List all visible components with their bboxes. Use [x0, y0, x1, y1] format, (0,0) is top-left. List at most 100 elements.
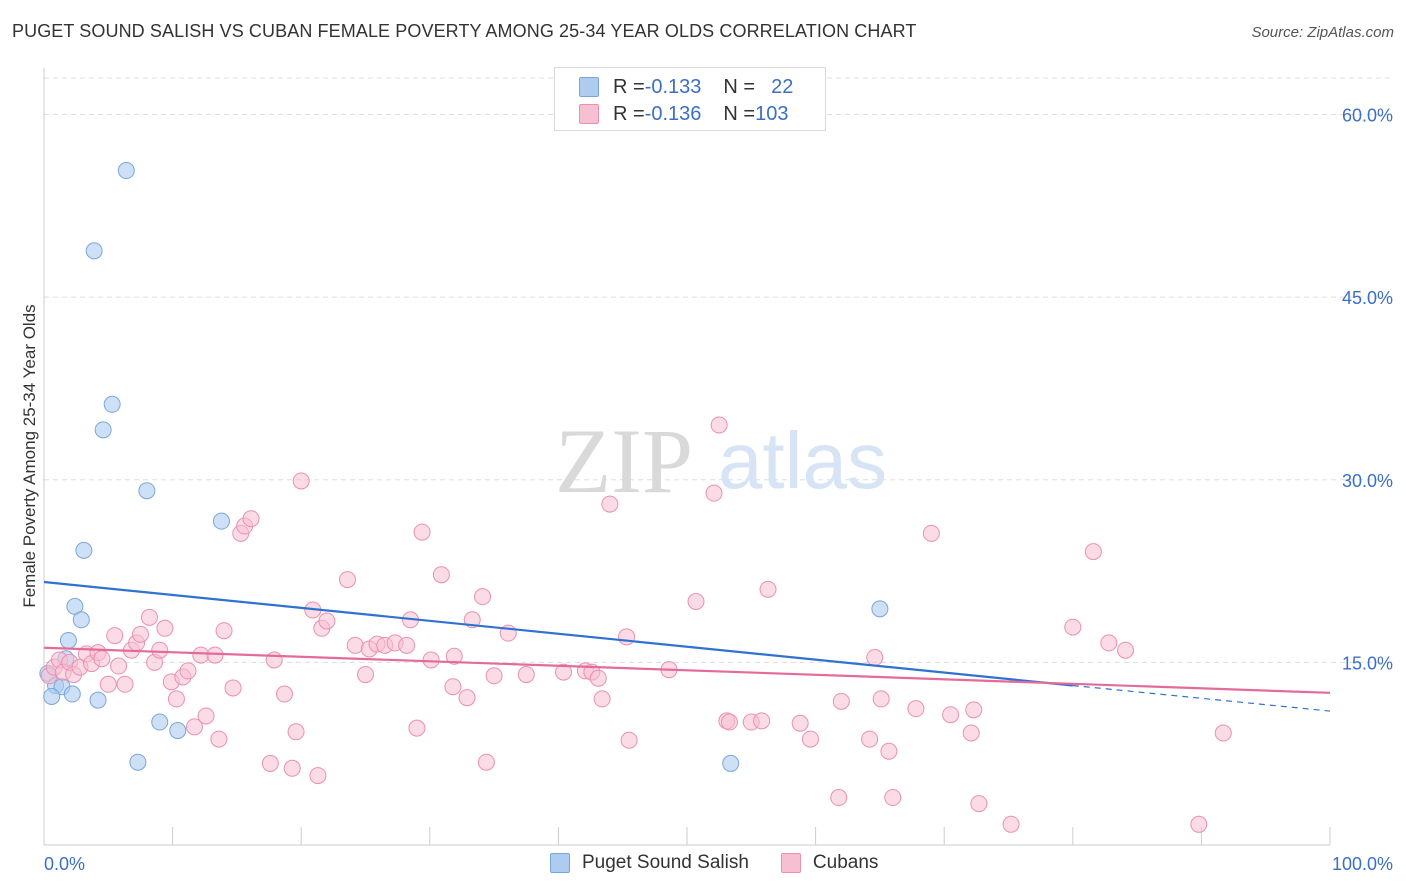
data-point-cubans: [242, 510, 260, 528]
data-point-cubans: [753, 712, 771, 730]
data-point-puget: [129, 753, 147, 771]
data-point-cubans: [309, 767, 327, 785]
data-point-cubans: [710, 416, 728, 434]
data-point-cubans: [444, 678, 462, 696]
data-point-cubans: [620, 731, 638, 749]
data-point-puget: [89, 691, 107, 709]
data-point-cubans: [970, 795, 988, 813]
data-point-cubans: [801, 730, 819, 748]
data-point-cubans: [1002, 815, 1020, 833]
watermark-atlas: atlas: [718, 416, 887, 505]
data-point-puget: [72, 611, 90, 629]
data-point-cubans: [705, 484, 723, 502]
data-point-puget: [722, 754, 740, 772]
data-point-cubans: [458, 689, 476, 707]
data-point-cubans: [192, 646, 210, 664]
data-point-cubans: [338, 571, 356, 589]
legend-swatch-blue: [550, 853, 570, 873]
trend-lines: [43, 580, 1331, 712]
legend-row-puget: R = -0.133 N = 22: [579, 76, 793, 98]
data-point-puget: [212, 512, 230, 530]
data-point-puget: [59, 631, 77, 649]
data-point-cubans: [884, 789, 902, 807]
data-point-cubans: [477, 753, 495, 771]
data-point-cubans: [485, 667, 503, 685]
data-point-cubans: [866, 649, 884, 667]
data-point-cubans: [167, 690, 185, 708]
watermark-zip: ZIP: [555, 410, 693, 512]
legend-swatch-pink: [780, 853, 801, 873]
legend-n-label: N =: [723, 75, 756, 98]
data-point-cubans: [206, 646, 224, 664]
data-point-cubans: [357, 666, 374, 684]
data-point-cubans: [413, 523, 431, 541]
data-point-cubans: [832, 692, 850, 710]
axes: [43, 68, 1331, 846]
y-tick-label: 60.0%: [1342, 106, 1393, 126]
data-point-cubans: [210, 730, 228, 748]
data-point-puget: [43, 687, 61, 705]
data-point-cubans: [93, 650, 111, 668]
legend-r-label: R =: [613, 102, 645, 125]
x-tick-labels: 0.0% 100.0%: [44, 854, 1393, 874]
y-tick-labels: 15.0% 30.0% 45.0% 60.0%: [1342, 106, 1393, 674]
data-point-cubans: [474, 588, 492, 606]
data-point-cubans: [140, 608, 158, 626]
data-point-cubans: [1084, 543, 1102, 561]
data-point-cubans: [346, 636, 364, 654]
legend-item-puget: Puget Sound Salish: [550, 852, 749, 874]
data-point-cubans: [962, 724, 980, 742]
data-point-cubans: [156, 619, 174, 637]
puget-sound-salish-points: [39, 162, 889, 772]
legend-n-label: N =: [723, 102, 756, 125]
data-point-cubans: [555, 663, 573, 681]
legend-swatch-blue: [579, 77, 599, 97]
data-point-cubans: [422, 651, 440, 669]
data-point-cubans: [1214, 724, 1232, 742]
data-point-cubans: [224, 679, 242, 697]
data-point-cubans: [517, 666, 535, 684]
data-point-cubans: [151, 641, 169, 659]
data-point-cubans: [432, 566, 450, 584]
data-point-cubans: [185, 718, 203, 736]
data-point-puget: [117, 162, 135, 180]
data-point-cubans: [601, 495, 619, 513]
data-point-cubans: [759, 580, 777, 598]
series-legend: Puget Sound Salish Cubans: [550, 852, 910, 874]
data-point-cubans: [398, 636, 416, 654]
y-tick-label: 15.0%: [1342, 653, 1393, 673]
data-point-cubans: [287, 723, 305, 741]
data-point-cubans: [907, 700, 925, 718]
x-tick-label-max: 100.0%: [1332, 854, 1393, 874]
data-point-puget: [75, 541, 93, 559]
data-point-cubans: [1064, 618, 1082, 636]
data-point-cubans: [408, 719, 426, 737]
data-point-cubans: [922, 524, 940, 542]
data-point-puget: [94, 421, 112, 439]
data-point-puget: [871, 600, 889, 618]
data-point-puget: [63, 685, 81, 703]
legend-row-cubans: R = -0.136 N = 103: [579, 103, 788, 125]
data-point-cubans: [215, 622, 233, 640]
legend-swatch-pink: [579, 104, 599, 124]
y-tick-label: 45.0%: [1342, 288, 1393, 308]
data-point-cubans: [106, 627, 124, 645]
data-point-cubans: [197, 707, 215, 725]
data-point-cubans: [445, 647, 463, 665]
legend-n-value: 103: [755, 102, 789, 125]
data-point-cubans: [116, 675, 134, 693]
data-point-cubans: [131, 625, 149, 643]
legend-r-value: -0.133: [644, 75, 702, 98]
data-point-cubans: [99, 675, 117, 693]
data-point-cubans: [593, 690, 611, 708]
data-point-puget: [85, 242, 103, 260]
trend-line-cubans: [43, 646, 1331, 694]
data-point-cubans: [687, 593, 705, 611]
grid-lines: [44, 77, 1394, 663]
trend-line-puget: [43, 580, 1073, 687]
data-point-cubans: [265, 651, 283, 669]
y-axis-title: Female Poverty Among 25-34 Year Olds: [20, 304, 39, 608]
legend-r-label: R =: [613, 75, 645, 98]
data-point-cubans: [965, 701, 983, 719]
